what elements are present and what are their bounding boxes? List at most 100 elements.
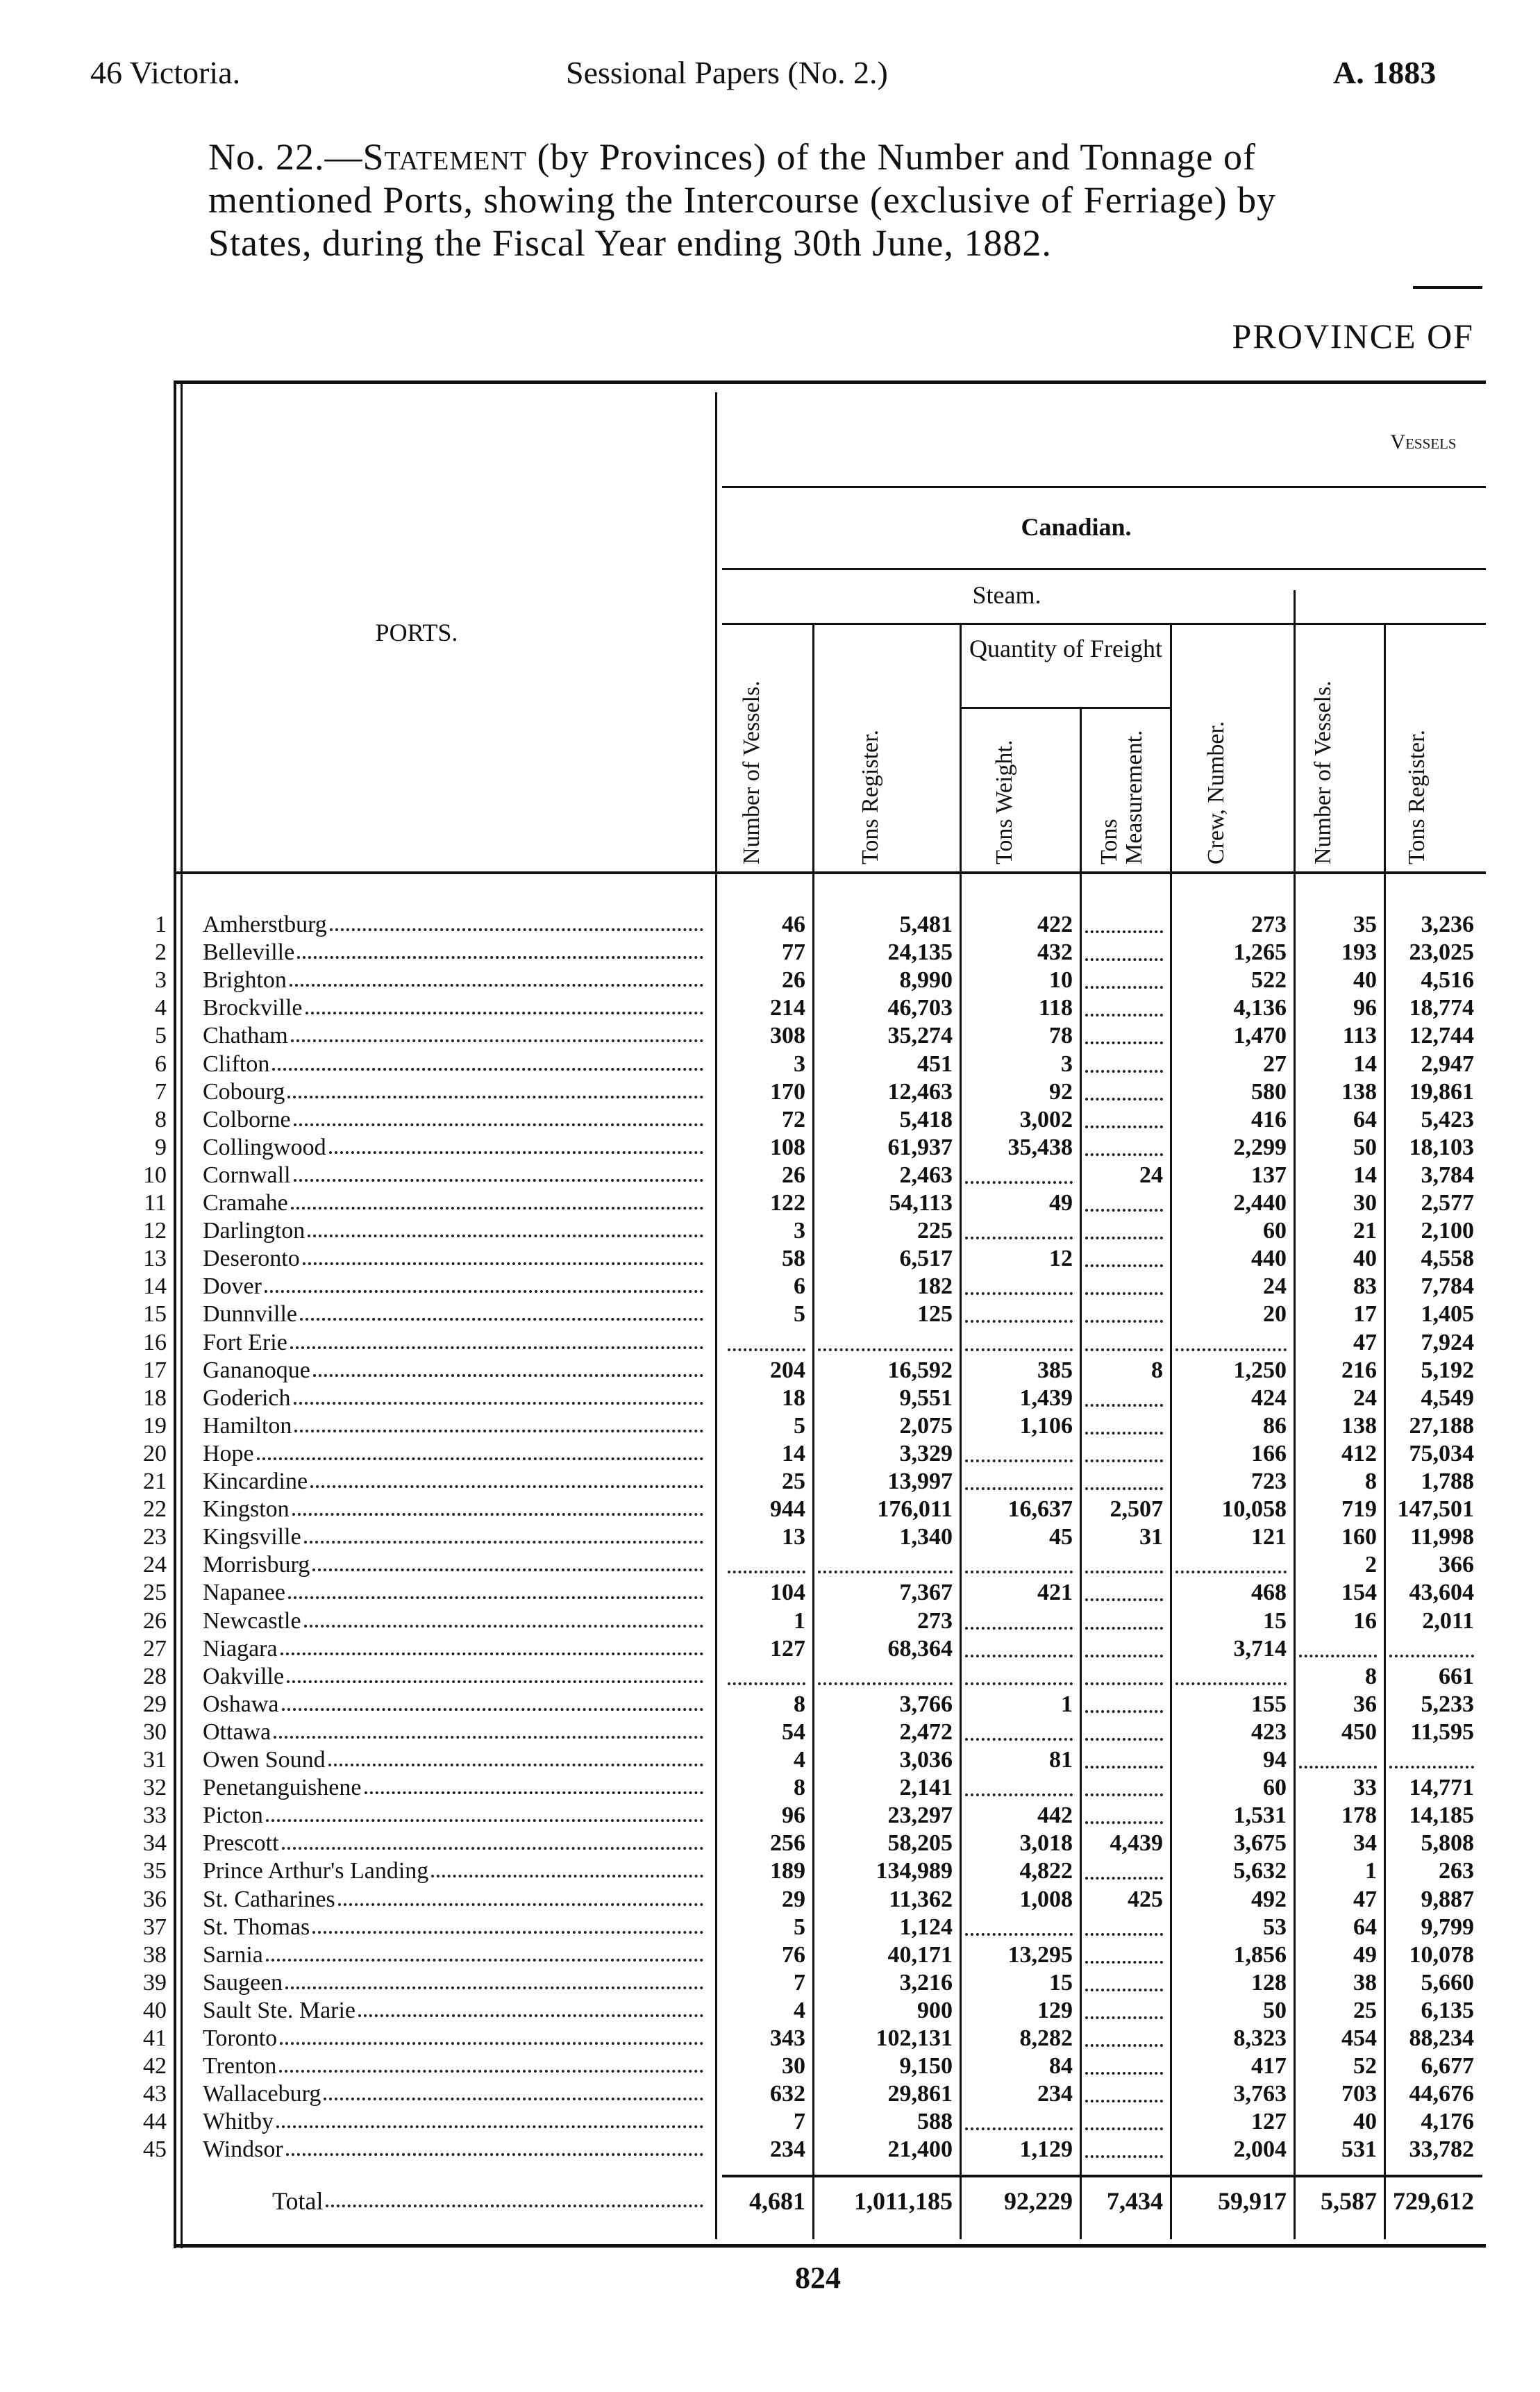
dot-leader: [305, 994, 703, 1015]
cell-2: 588: [917, 2109, 953, 2135]
cell-5: 440: [1251, 1246, 1287, 1272]
table-row: 19 Hamilton 5 2,075 1,106 86 138 27,188: [0, 1412, 1540, 1440]
cell-7: 33,782: [1409, 2136, 1475, 2163]
cell-4: [1085, 1134, 1163, 1156]
cell-7: 1,405: [1421, 1301, 1475, 1328]
column-header-4: Tons Measurement.: [1096, 730, 1147, 864]
cell-3: [965, 1718, 1073, 1741]
cell-5: 1,531: [1233, 1803, 1287, 1829]
cell-1: 204: [770, 1357, 805, 1383]
cell-4: [1085, 994, 1163, 1017]
cell-7: 44,676: [1409, 2081, 1475, 2107]
cell-6: 30: [1353, 1190, 1377, 1216]
cell-7: 9,799: [1421, 1914, 1475, 1940]
table-row: 38 Sarnia 76 40,171 13,295 1,856 49 10,078: [0, 1941, 1540, 1969]
cell-3: 16,637: [1007, 1496, 1073, 1523]
header-center: Sessional Papers (No. 2.): [566, 55, 888, 90]
dot-leader: [290, 1022, 703, 1043]
cell-2: 2,463: [899, 1162, 953, 1188]
cell-4: [1085, 939, 1163, 962]
cell-7: 366: [1439, 1552, 1474, 1578]
cell-2: 1,124: [899, 1914, 953, 1940]
cell-6: 35: [1353, 912, 1377, 937]
cell-1: 18: [782, 1385, 805, 1411]
cell-1: 7: [794, 1969, 805, 1996]
row-number: 42: [143, 2053, 167, 2080]
table-row: 26 Newcastle 1 273 15 16 2,011: [0, 1607, 1540, 1635]
cell-7: 19,861: [1409, 1078, 1475, 1105]
cell-2: 9,150: [899, 2053, 953, 2080]
dot-leader: [358, 1997, 703, 2017]
cell-3: [965, 1162, 1073, 1184]
cell-6: 52: [1353, 2053, 1377, 2080]
cell-7: 23,025: [1409, 939, 1475, 966]
dot-leader: [303, 1607, 703, 1628]
cell-5: 492: [1251, 1886, 1287, 1912]
cell-1: 14: [782, 1440, 805, 1466]
cell-3: 1,129: [1019, 2136, 1073, 2163]
cell-1: 5: [794, 1301, 805, 1328]
port-name: Prescott: [203, 1830, 706, 1857]
cell-1: 77: [782, 939, 805, 966]
port-name: Deseronto: [203, 1245, 706, 1273]
row-number: 15: [143, 1301, 167, 1328]
port-name: Owen Sound: [203, 1746, 706, 1774]
port-name: Darlington: [203, 1217, 706, 1245]
cell-6: 14: [1353, 1051, 1377, 1077]
table-row: 1 Amherstburg 46 5,481 422 273 35 3,236: [0, 911, 1540, 939]
cell-2: 68,364: [887, 1635, 953, 1662]
cell-6: 1: [1365, 1858, 1377, 1884]
cell-7: 263: [1439, 1858, 1474, 1884]
cell-4: [1085, 1300, 1163, 1323]
total-row: Total 4,681 1,011,185 92,229 7,434 59,917 5,58…: [0, 2187, 1540, 2215]
cell-4: [1085, 1273, 1163, 1296]
port-name: Saugeen: [203, 1969, 706, 1997]
cell-1: [728, 1663, 805, 1685]
table-row: 11 Cramahe 122 54,113 49 2,440 30 2,577: [0, 1189, 1540, 1217]
column-header-3: Tons Weight.: [991, 739, 1017, 864]
cell-6: 719: [1341, 1496, 1377, 1523]
total-label: Total: [203, 2187, 706, 2215]
cell-3: [965, 1329, 1073, 1351]
row-number: 30: [143, 1718, 167, 1745]
cell-5: 15: [1263, 1607, 1287, 1634]
cell-2: 1,011,185: [853, 2187, 953, 2215]
port-name: Chatham: [203, 1022, 706, 1050]
cell-2: 900: [917, 1997, 953, 2023]
cell-6: 5,587: [1321, 2187, 1377, 2215]
table-top-rule: [174, 380, 1486, 384]
column-header-1: Number of Vessels.: [739, 680, 764, 864]
title-line1: (by Provinces) of the Number and Tonnage…: [537, 136, 1256, 178]
column-header-5: Crew, Number.: [1203, 721, 1229, 864]
cell-7: 3,784: [1421, 1162, 1475, 1188]
cell-3: 1: [1061, 1691, 1073, 1717]
row-number: 12: [143, 1218, 167, 1244]
cell-1: 29: [782, 1886, 805, 1912]
cell-7: 1,788: [1421, 1469, 1475, 1494]
dot-leader: [285, 2136, 703, 2157]
port-name: Goderich: [203, 1385, 706, 1412]
cell-7: 2,100: [1421, 1218, 1475, 1244]
cell-1: 632: [770, 2081, 805, 2107]
port-name: St. Thomas: [203, 1914, 706, 1941]
cell-1: 8: [794, 1775, 805, 1801]
cell-5: 53: [1263, 1914, 1287, 1940]
cell-4: [1085, 2136, 1163, 2159]
cell-3: 385: [1037, 1357, 1073, 1383]
dot-leader: [328, 1134, 703, 1154]
cell-2: 9,551: [899, 1385, 953, 1411]
cell-3: [965, 1774, 1073, 1797]
cell-1: 58: [782, 1246, 805, 1272]
cell-6: 49: [1353, 1941, 1377, 1968]
dot-leader: [293, 1385, 703, 1405]
table-row: 8 Colborne 72 5,418 3,002 416 64 5,423: [0, 1106, 1540, 1134]
cell-3: 35,438: [1007, 1134, 1073, 1160]
cell-6: 17: [1353, 1301, 1377, 1328]
cell-6: 16: [1353, 1607, 1377, 1634]
cell-4: 2,507: [1110, 1496, 1164, 1523]
cell-6: 216: [1341, 1357, 1377, 1383]
cell-4: [1085, 1551, 1163, 1574]
cell-6: 2: [1365, 1552, 1377, 1578]
cell-1: 7: [794, 2109, 805, 2135]
cell-1: 96: [782, 1803, 805, 1829]
